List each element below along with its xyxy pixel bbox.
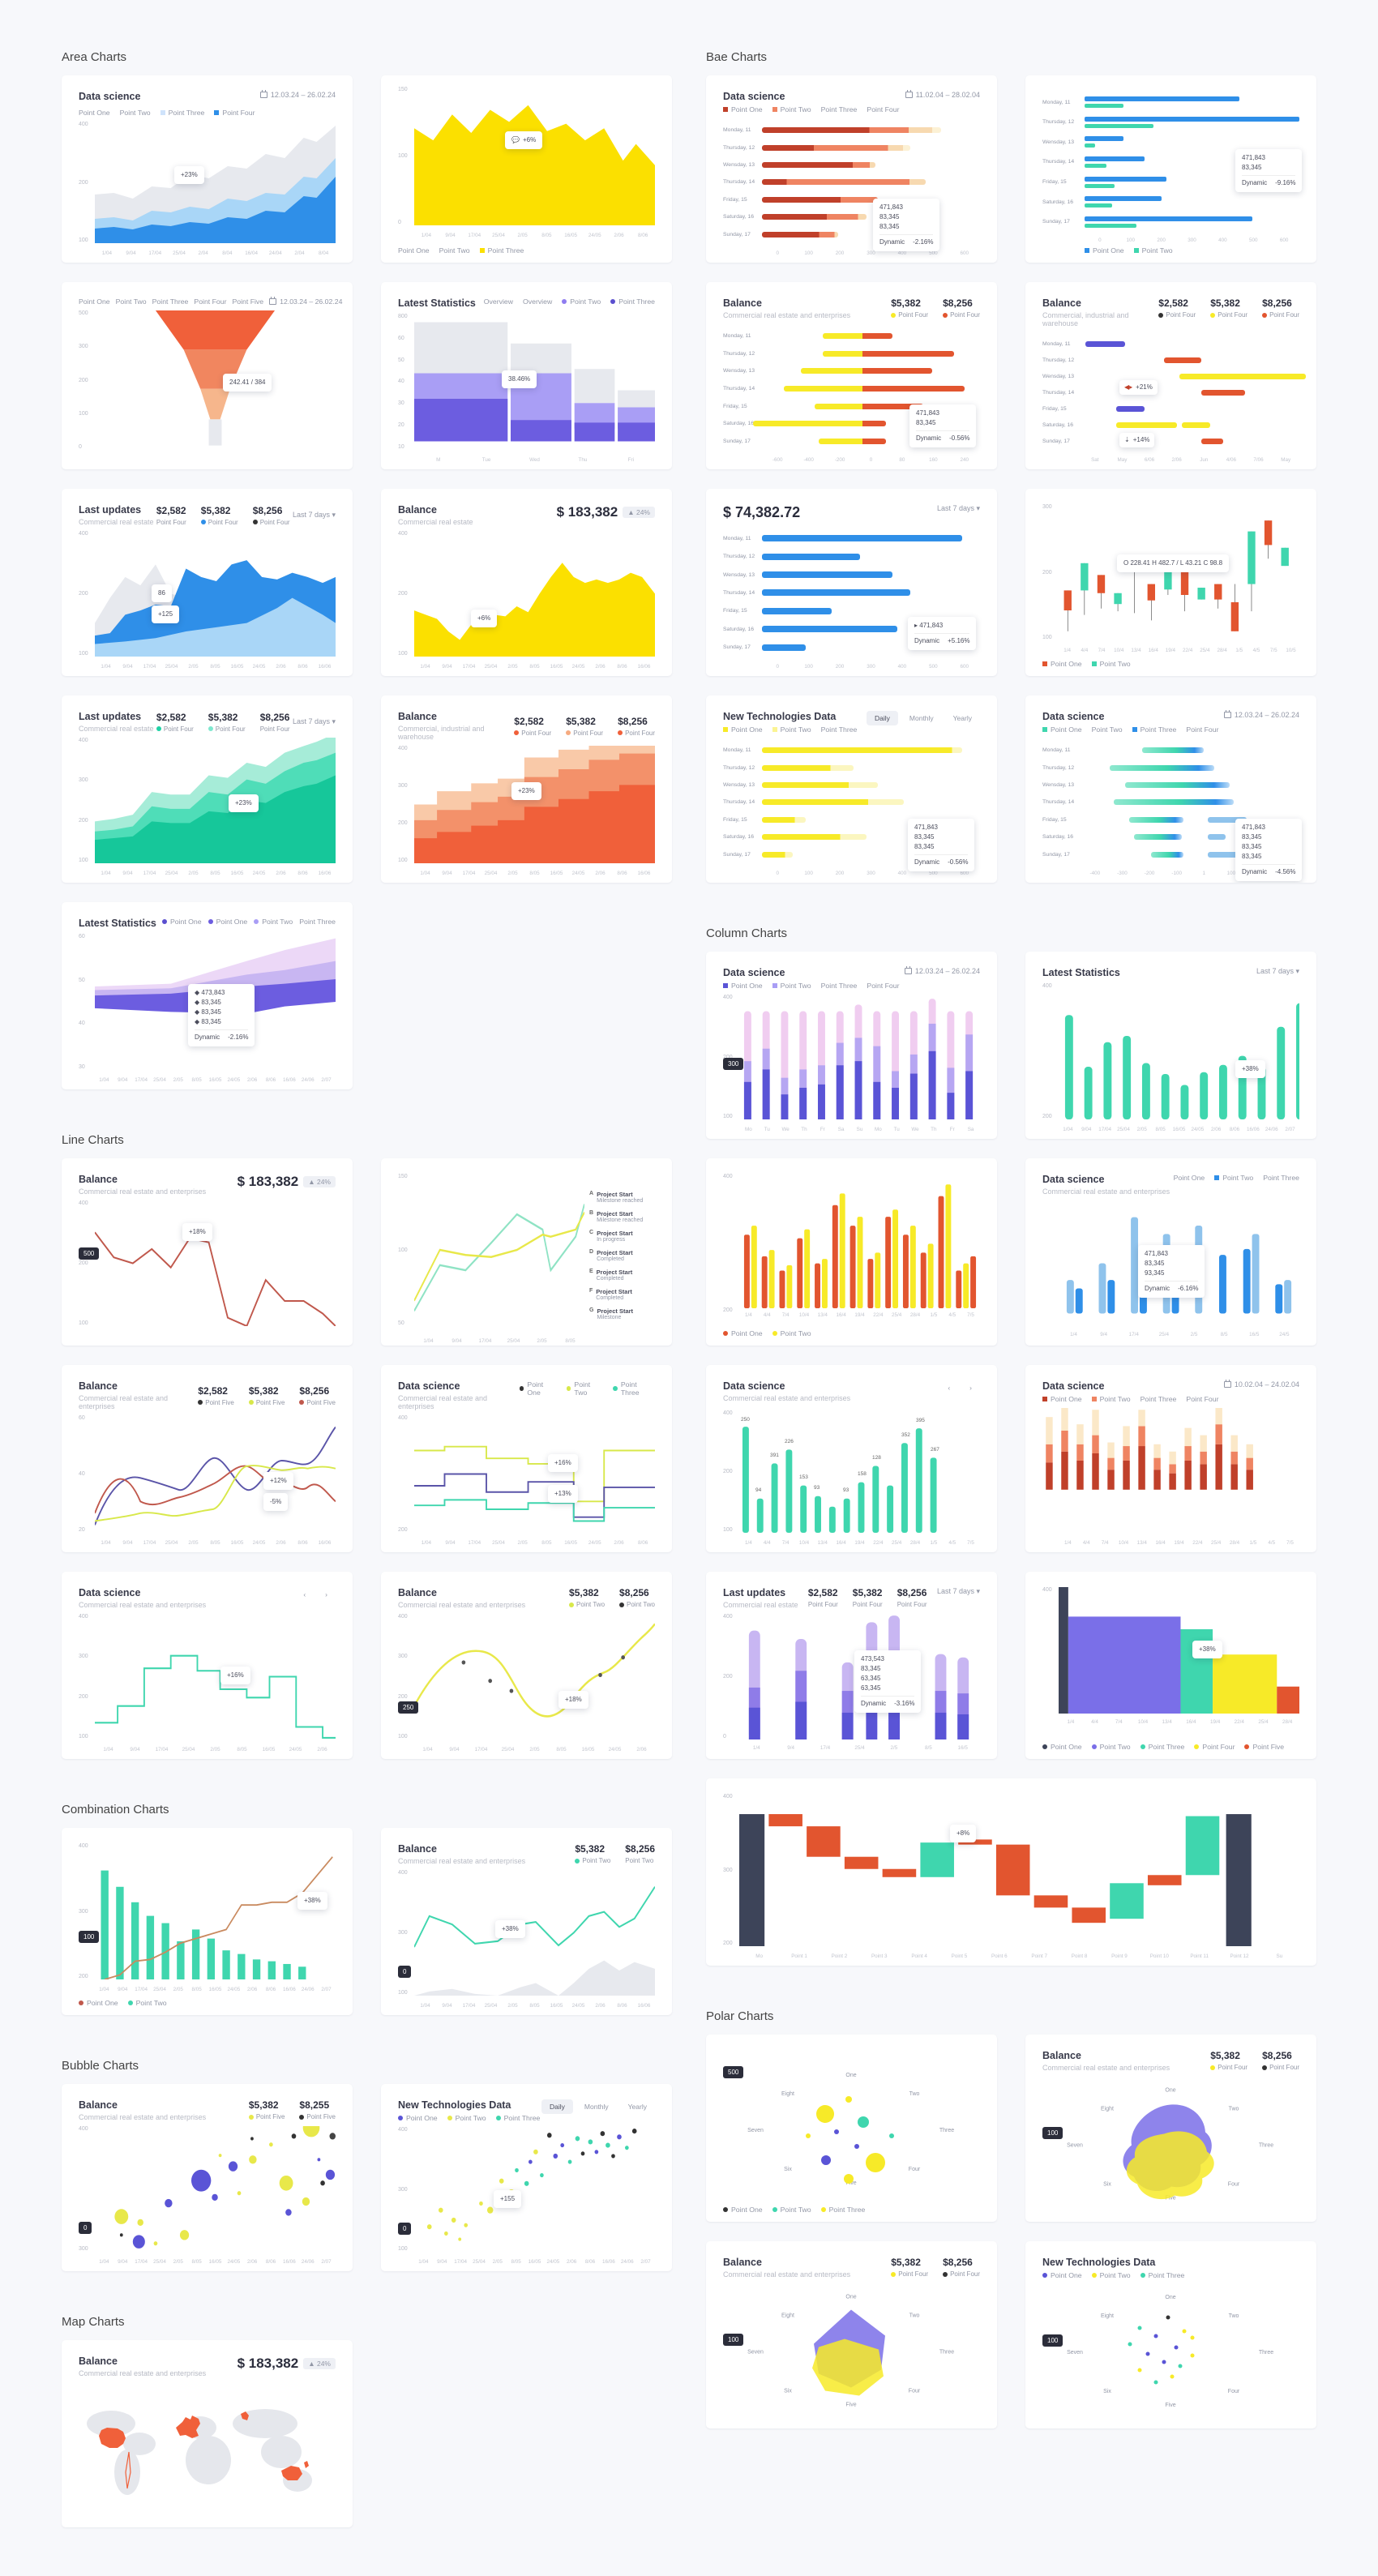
svg-text:Three: Three <box>939 2350 954 2356</box>
svg-text:Eight: Eight <box>1101 2313 1114 2319</box>
svg-text:Four: Four <box>1228 2389 1240 2394</box>
svg-text:Seven: Seven <box>747 2350 764 2356</box>
svg-text:Two: Two <box>1229 2107 1239 2112</box>
svg-text:Five: Five <box>845 2403 856 2408</box>
svg-text:One: One <box>845 2073 856 2078</box>
svg-text:Eight: Eight <box>1101 2107 1114 2112</box>
svg-text:Eight: Eight <box>781 2091 794 2097</box>
svg-text:Three: Three <box>939 2128 954 2133</box>
svg-text:Six: Six <box>1103 2182 1111 2188</box>
svg-text:One: One <box>845 2295 856 2300</box>
svg-text:One: One <box>1165 2295 1175 2300</box>
svg-text:Seven: Seven <box>1067 2143 1083 2149</box>
svg-text:Two: Two <box>1229 2313 1239 2319</box>
svg-text:Three: Three <box>1259 2350 1273 2356</box>
svg-text:One: One <box>1165 2088 1175 2094</box>
svg-text:Four: Four <box>909 2389 921 2394</box>
svg-text:Three: Three <box>1259 2143 1273 2149</box>
svg-text:Seven: Seven <box>747 2128 764 2133</box>
svg-text:Eight: Eight <box>781 2313 794 2319</box>
svg-text:Five: Five <box>1165 2403 1175 2408</box>
svg-text:Two: Two <box>909 2313 920 2319</box>
svg-text:Six: Six <box>784 2389 792 2394</box>
svg-text:Two: Two <box>909 2091 920 2097</box>
svg-text:Six: Six <box>784 2167 792 2172</box>
svg-text:Four: Four <box>1228 2182 1240 2188</box>
svg-text:Four: Four <box>909 2167 921 2172</box>
svg-text:Six: Six <box>1103 2389 1111 2394</box>
svg-text:Seven: Seven <box>1067 2350 1083 2356</box>
